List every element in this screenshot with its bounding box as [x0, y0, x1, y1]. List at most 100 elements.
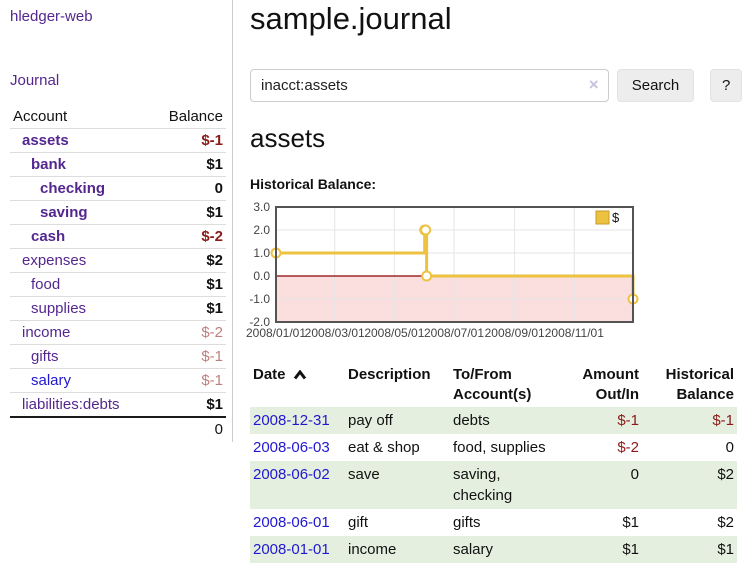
- transaction-row: 2008-06-03 eat & shop food, supplies $-2 0: [250, 434, 737, 461]
- account-link-salary[interactable]: salary: [31, 372, 72, 389]
- tx-date-link[interactable]: 2008-06-03: [253, 439, 330, 456]
- search-input[interactable]: [250, 69, 609, 102]
- svg-text:-2.0: -2.0: [249, 315, 270, 329]
- tx-amount: $-1: [617, 412, 639, 429]
- account-row: bank $1: [10, 153, 226, 177]
- account-balance: $1: [206, 300, 223, 317]
- account-balance: $-2: [201, 228, 223, 245]
- tx-balance: $1: [717, 541, 734, 558]
- legend-swatch-icon: [595, 210, 610, 225]
- tx-description: income: [348, 541, 397, 558]
- svg-text:2008/05/01: 2008/05/01: [364, 326, 424, 340]
- account-balance: $1: [206, 204, 223, 221]
- account-row: gifts $-1: [10, 345, 226, 369]
- help-button[interactable]: ?: [710, 69, 742, 102]
- account-name-cell: cash: [10, 225, 151, 249]
- account-balance: $-1: [201, 348, 223, 365]
- column-header-to-from: To/From Account(s): [453, 366, 532, 403]
- account-balance: $-1: [201, 132, 223, 149]
- legend-label: $: [612, 210, 620, 225]
- account-name-cell: saving: [10, 201, 151, 225]
- sidebar: hledger-web Journal Account Balance asse…: [0, 0, 233, 442]
- account-link-income[interactable]: income: [22, 324, 71, 341]
- column-header-historical: Historical Balance: [665, 366, 734, 403]
- balance-chart: $3.0 2.0 1.0 0.0 -1.0 -2.02008/01/012008/03/0…: [246, 200, 639, 340]
- account-row: assets $-1: [10, 129, 226, 153]
- account-link-food[interactable]: food: [31, 276, 61, 293]
- account-name-cell: income: [10, 321, 151, 345]
- sort-asc-icon: [293, 369, 306, 380]
- account-name-cell: salary: [10, 369, 151, 393]
- accounts-total-spacer: [10, 417, 151, 441]
- tx-date-link[interactable]: 2008-06-02: [253, 466, 330, 483]
- tx-balance: $2: [717, 466, 734, 483]
- search-button[interactable]: Search: [616, 69, 695, 102]
- main-content: sample.journal × Search ? assets Histori…: [246, 0, 742, 563]
- tx-date-cell: 2008-12-31: [250, 407, 345, 434]
- tx-amount: $1: [622, 514, 639, 531]
- account-link-assets[interactable]: assets: [22, 132, 69, 149]
- tx-description: gift: [348, 514, 369, 531]
- account-link-supplies[interactable]: supplies: [31, 300, 87, 317]
- tx-date-link[interactable]: 2008-01-01: [253, 541, 330, 558]
- tx-balance: $-1: [712, 412, 734, 429]
- account-balance: $1: [206, 276, 223, 293]
- tx-accounts: saving, checking: [453, 466, 513, 504]
- tx-amount: 0: [630, 466, 639, 483]
- account-name-cell: food: [10, 273, 151, 297]
- app-title-link[interactable]: hledger-web: [10, 8, 93, 25]
- transactions-table: Date Description To/From Account(s) Amount …: [250, 363, 737, 563]
- tx-date-link[interactable]: 2008-06-01: [253, 514, 330, 531]
- chart-y-labels: 3.0 2.0 1.0 0.0 -1.0 -2.0: [249, 200, 270, 329]
- account-row: liabilities:debts $1: [10, 393, 226, 417]
- transaction-row: 2008-06-02 save saving, checking 0 $2: [250, 461, 737, 509]
- column-header-description: Description: [348, 366, 431, 383]
- account-link-checking[interactable]: checking: [40, 180, 106, 197]
- accounts-total-balance: 0: [214, 421, 223, 438]
- account-balance: 0: [214, 180, 223, 197]
- accounts-table: Account Balance assets $-1 bank $1 checking 0…: [10, 105, 226, 441]
- tx-date-link[interactable]: 2008-12-31: [253, 412, 330, 429]
- account-link-cash[interactable]: cash: [31, 228, 66, 245]
- svg-text:2008/03/01: 2008/03/01: [305, 326, 365, 340]
- column-header-date[interactable]: Date: [250, 363, 345, 407]
- transaction-row: 2008-12-31 pay off debts $-1 $-1: [250, 407, 737, 434]
- account-name-cell: gifts: [10, 345, 151, 369]
- accounts-table-header: Account Balance: [10, 105, 226, 129]
- svg-text:2008/07/01: 2008/07/01: [424, 326, 484, 340]
- tx-description: pay off: [348, 412, 393, 429]
- account-name-cell: bank: [10, 153, 151, 177]
- account-balance: $-2: [201, 324, 223, 341]
- svg-text:-1.0: -1.0: [249, 292, 270, 306]
- account-balance: $-1: [201, 372, 223, 389]
- account-row: salary $-1: [10, 369, 226, 393]
- svg-text:1.0: 1.0: [253, 246, 270, 260]
- account-link-gifts[interactable]: gifts: [31, 348, 59, 365]
- account-balance: $1: [206, 396, 223, 413]
- account-link-expenses[interactable]: expenses: [22, 252, 87, 269]
- tx-date-cell: 2008-06-03: [250, 434, 345, 461]
- account-name-cell: assets: [10, 129, 151, 153]
- svg-text:2008/11/01: 2008/11/01: [545, 326, 604, 340]
- tx-balance: $2: [717, 514, 734, 531]
- svg-text:0.0: 0.0: [253, 269, 270, 283]
- account-link-liabilities-debts[interactable]: liabilities:debts: [22, 396, 120, 413]
- account-name-cell: checking: [10, 177, 151, 201]
- account-row: expenses $2: [10, 249, 226, 273]
- account-row: income $-2: [10, 321, 226, 345]
- chart-title: Historical Balance:: [250, 176, 377, 192]
- account-link-bank[interactable]: bank: [31, 156, 67, 173]
- account-balance: $1: [206, 156, 223, 173]
- account-row: saving $1: [10, 201, 226, 225]
- accounts-header-balance: Balance: [168, 108, 223, 125]
- tx-accounts: salary: [453, 541, 494, 558]
- account-link-saving[interactable]: saving: [40, 204, 88, 221]
- tx-amount: $1: [622, 541, 639, 558]
- sidebar-item-journal[interactable]: Journal: [10, 72, 60, 89]
- tx-accounts: debts: [453, 412, 490, 429]
- tx-description: save: [348, 466, 380, 483]
- tx-date-cell: 2008-06-02: [250, 461, 345, 509]
- tx-description: eat & shop: [348, 439, 420, 456]
- chart-border: [275, 206, 634, 323]
- clear-search-icon[interactable]: ×: [588, 75, 599, 94]
